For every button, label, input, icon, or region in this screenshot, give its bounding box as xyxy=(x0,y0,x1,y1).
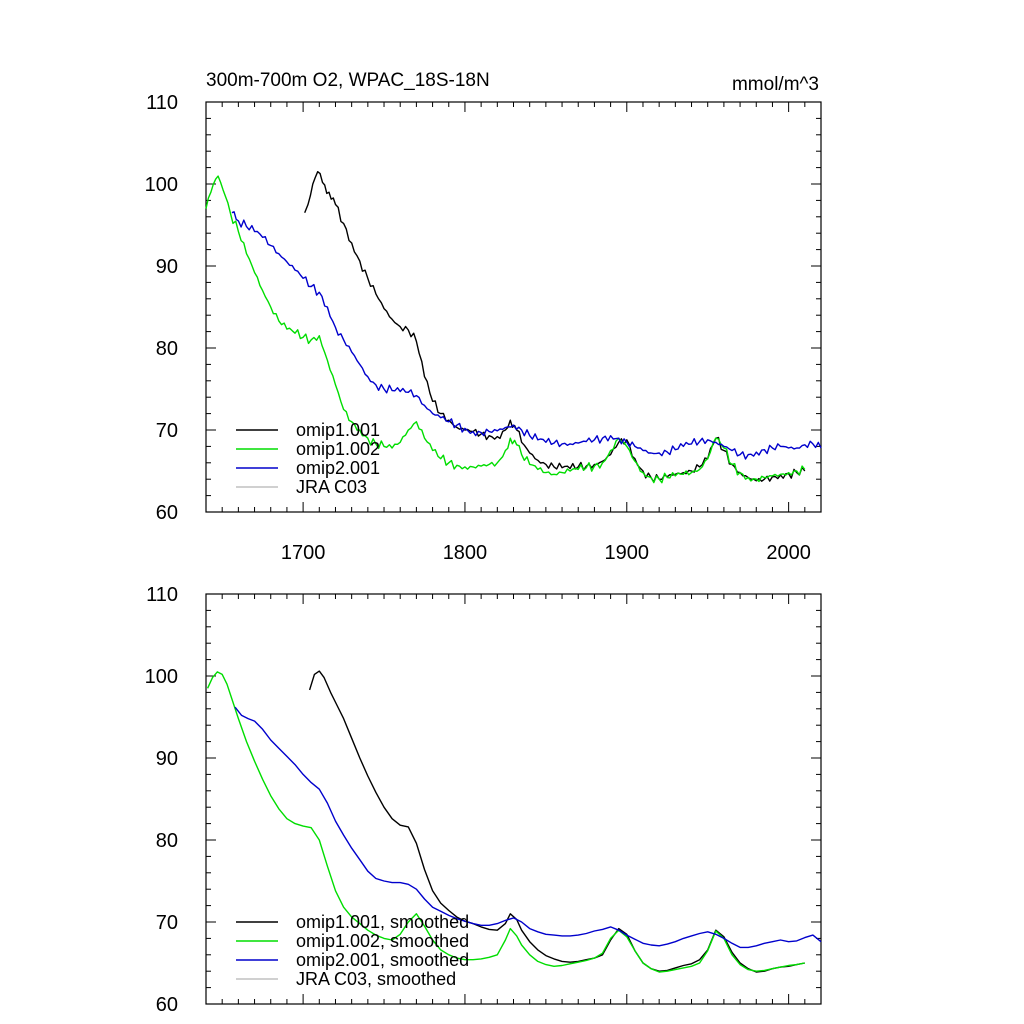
series-line-omip1-002 xyxy=(205,175,806,484)
x-tick-label: 1700 xyxy=(281,542,326,564)
top-panel: 60 70 80 90 100 110 1700 1800 1900 2000 300m-700m … xyxy=(145,70,822,564)
legend-label: omip1.001 xyxy=(296,420,380,440)
legend-label: omip1.001, smoothed xyxy=(296,912,469,932)
y-tick-label: 90 xyxy=(156,256,178,278)
series-line-omip2-001-smoothed xyxy=(234,706,822,949)
series-line-omip2-001 xyxy=(231,211,822,460)
x-tick-label: 1800 xyxy=(443,542,488,564)
y-tick-label: 70 xyxy=(156,420,178,442)
y-tick-label: 60 xyxy=(156,994,178,1016)
y-tick-label: 110 xyxy=(146,92,178,114)
y-tick-label: 110 xyxy=(146,584,178,606)
series-line-omip1-002-smoothed xyxy=(206,671,805,973)
y-tick-label: 70 xyxy=(156,912,178,934)
series-line-omip1-001 xyxy=(304,170,806,483)
legend-label: omip1.002, smoothed xyxy=(296,931,469,951)
chart-units: mmol/m^3 xyxy=(732,74,819,95)
x-tick-label: 1900 xyxy=(605,542,650,564)
y-tick-label: 90 xyxy=(156,748,178,770)
legend-label: omip1.002 xyxy=(296,439,380,459)
legend-label: JRA C03 xyxy=(296,477,367,497)
legend-label: JRA C03, smoothed xyxy=(296,969,456,989)
x-tick-label: 2000 xyxy=(766,542,811,564)
bottom-panel: 60 70 80 90 100 110 omip1.001, smoothedomip1.0… xyxy=(145,584,822,1016)
chart-title: 300m-700m O2, WPAC_18S-18N xyxy=(206,70,490,91)
y-tick-label: 100 xyxy=(145,666,178,688)
legend-label: omip2.001 xyxy=(296,458,380,478)
y-tick-label: 100 xyxy=(145,174,178,196)
y-tick-label: 80 xyxy=(156,338,178,360)
y-tick-label: 80 xyxy=(156,830,178,852)
legend-label: omip2.001, smoothed xyxy=(296,950,469,970)
y-tick-label: 60 xyxy=(156,502,178,524)
series-line-omip1-001-smoothed xyxy=(308,670,805,973)
